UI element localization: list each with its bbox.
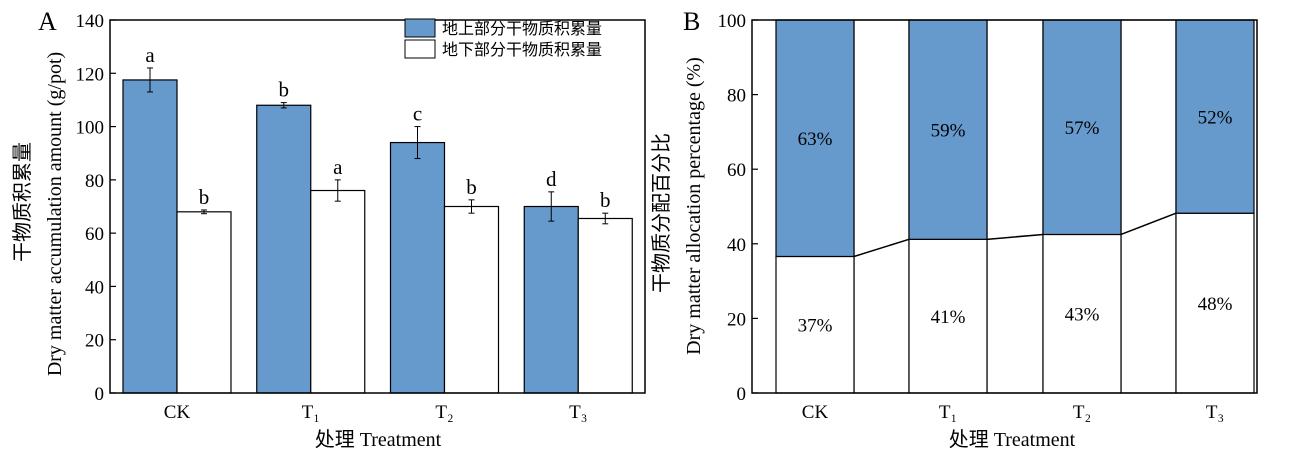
x-tick-label-b-2: T₂ bbox=[1073, 402, 1091, 423]
y-tick-label-a-0: 0 bbox=[95, 384, 105, 405]
bar-a-1-3 bbox=[577, 217, 633, 394]
bar-b-below-0 bbox=[775, 255, 855, 394]
bar-b-above-2 bbox=[1042, 19, 1122, 236]
gap-column-b-0 bbox=[853, 19, 910, 394]
pct-label-b-below-2: 43% bbox=[1065, 305, 1100, 326]
panel-a-y-axis-title-cn: 干物质积累量 bbox=[11, 142, 34, 262]
x-tick-label-a-3: T₃ bbox=[569, 402, 587, 423]
x-tick-label-b-3: T₃ bbox=[1206, 402, 1224, 423]
panel-a-chart: A a b b a c b d b 0 20 40 60 80 100 120 140 CK T₁ T₂ T₃ 处… bbox=[11, 7, 646, 451]
sig-label-a-0-0: a bbox=[145, 43, 155, 67]
bar-a-1-2 bbox=[443, 205, 500, 394]
panel-b-x-ticks: CK T₁ T₂ T₃ bbox=[802, 402, 1224, 423]
gap-column-b-2 bbox=[1120, 19, 1177, 394]
panel-a-x-axis-title: 处理 Treatment bbox=[315, 428, 442, 451]
panel-b-chart: B 37%63%41%59%43%57%48%52% 020406080100 … bbox=[650, 7, 1258, 451]
pct-label-b-below-1: 41% bbox=[931, 307, 966, 328]
x-tick-label-a-1: T₁ bbox=[302, 402, 320, 423]
panel-a-significance-labels: a b b a c b d b bbox=[145, 43, 610, 212]
panel-a-y-axis-title: Dry matter accumulation amount (g/pot) bbox=[44, 52, 66, 376]
connector-line-b-0 bbox=[853, 238, 910, 258]
bar-a-0-1 bbox=[256, 104, 312, 394]
pct-label-b-below-3: 48% bbox=[1198, 294, 1233, 315]
panel-b-frame bbox=[751, 19, 1258, 394]
bar-b-below-3 bbox=[1175, 212, 1255, 394]
panel-b-letter: B bbox=[683, 7, 700, 36]
panel-b-y-axis-title: Dry matter allocation percentage (%) bbox=[683, 57, 705, 355]
y-tick-label-b-4: 80 bbox=[727, 86, 746, 107]
x-tick-label-b-0: CK bbox=[802, 402, 829, 423]
x-tick-label-a-0: CK bbox=[164, 402, 191, 423]
y-tick-label-b-3: 60 bbox=[727, 160, 746, 181]
pct-label-b-above-3: 52% bbox=[1198, 108, 1233, 129]
bar-a-0-2 bbox=[389, 141, 446, 394]
legend-swatch-below bbox=[404, 39, 436, 59]
sig-label-a-0-3: d bbox=[546, 167, 557, 191]
y-tick-label-b-2: 40 bbox=[727, 235, 746, 256]
bar-a-1-1 bbox=[310, 189, 366, 394]
y-tick-label-b-1: 20 bbox=[727, 309, 746, 330]
legend-label-above: 地上部分干物质积累量 bbox=[442, 19, 602, 38]
panel-b-y-axis-title-cn: 干物质分配百分比 bbox=[650, 133, 673, 293]
legend-swatch-above bbox=[404, 18, 436, 38]
bar-b-below-2 bbox=[1042, 233, 1122, 394]
y-tick-label-a-7: 140 bbox=[76, 11, 105, 32]
y-tick-label-a-2: 40 bbox=[85, 277, 104, 298]
legend: 地上部分干物质积累量 地下部分干物质积累量 bbox=[404, 18, 602, 59]
bar-b-below-1 bbox=[908, 238, 988, 394]
bar-a-0-0 bbox=[122, 79, 178, 394]
y-tick-label-b-5: 100 bbox=[718, 11, 747, 32]
panel-b-bars bbox=[775, 19, 1255, 394]
panel-a-x-ticks: CK T₁ T₂ T₃ bbox=[164, 402, 588, 423]
x-tick-label-b-1: T₁ bbox=[939, 402, 957, 423]
pct-label-b-below-0: 37% bbox=[798, 316, 833, 337]
x-tick-label-a-2: T₂ bbox=[435, 402, 453, 423]
y-tick-label-a-5: 100 bbox=[76, 118, 105, 139]
panel-a-y-ticks: 0 20 40 60 80 100 120 140 bbox=[76, 11, 116, 405]
panel-b-percent-labels: 37% 63% 41% 59% 43% 57% 48% 52% bbox=[798, 108, 1233, 337]
y-tick-label-b-0: 0 bbox=[737, 384, 747, 405]
panel-a-letter: A bbox=[38, 7, 57, 36]
panel-b-x-axis-title: 处理 Treatment bbox=[949, 428, 1076, 451]
bar-b-above-3 bbox=[1175, 19, 1255, 214]
connector-line-b-1 bbox=[986, 233, 1044, 241]
panel-a-frame bbox=[109, 19, 646, 394]
sig-label-a-1-2: b bbox=[466, 175, 477, 199]
pct-label-b-above-2: 57% bbox=[1065, 118, 1100, 139]
y-tick-label-a-1: 20 bbox=[85, 331, 104, 352]
bar-a-1-0 bbox=[176, 211, 232, 394]
bar-a-0-3 bbox=[523, 205, 579, 394]
bar-b-above-0 bbox=[775, 19, 855, 258]
sig-label-a-1-0: b bbox=[199, 185, 210, 209]
sig-label-a-0-2: c bbox=[413, 102, 422, 126]
sig-label-a-0-1: b bbox=[279, 78, 290, 102]
sig-label-a-1-3: b bbox=[600, 188, 611, 212]
legend-label-below: 地下部分干物质积累量 bbox=[442, 40, 602, 59]
y-tick-label-a-6: 120 bbox=[76, 64, 105, 85]
pct-label-b-above-1: 59% bbox=[931, 121, 966, 142]
panel-b-y-ticks: 0 20 40 60 80 100 bbox=[718, 11, 758, 405]
gap-column-b-1 bbox=[986, 19, 1044, 394]
panel-a-error-bars bbox=[147, 67, 609, 225]
sig-label-a-1-1: a bbox=[333, 155, 343, 179]
y-tick-label-a-4: 80 bbox=[85, 171, 104, 192]
connector-line-b-2 bbox=[1120, 212, 1177, 236]
pct-label-b-above-0: 63% bbox=[798, 129, 833, 150]
y-tick-label-a-3: 60 bbox=[85, 224, 104, 245]
bar-b-above-1 bbox=[908, 19, 988, 240]
panel-a-bars bbox=[122, 79, 633, 394]
